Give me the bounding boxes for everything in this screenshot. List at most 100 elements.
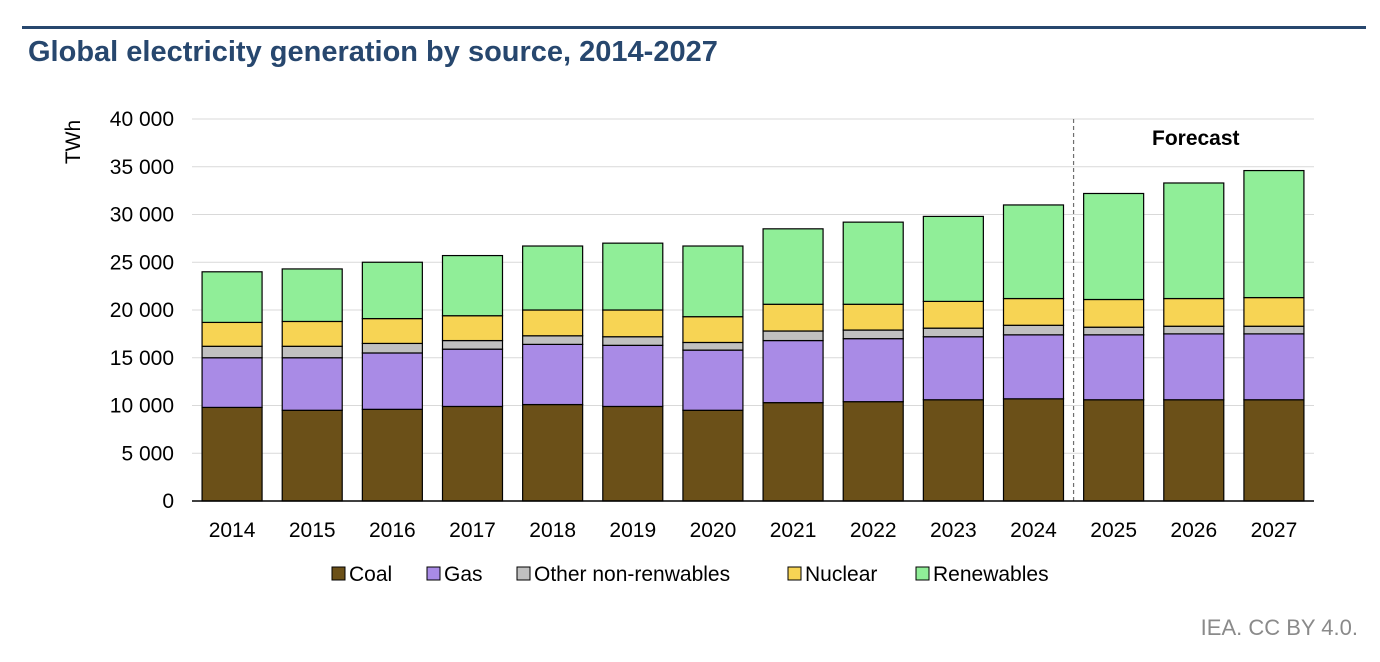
x-axis-ticks: 2014 2015 2016 2017 2018 2019 2020 2021 2022 2023… [209, 519, 1298, 542]
x-tick-label: 2022 [850, 519, 897, 542]
y-tick-label: 15 000 [110, 347, 174, 370]
bar-segment-gas [1163, 333, 1225, 401]
legend-swatch [331, 566, 346, 581]
bar-segment-nuclear [762, 303, 824, 332]
bar-segment-renewables [1083, 192, 1145, 301]
bar-segment-coal [441, 405, 504, 502]
bar-segment-other-non-renwables [1163, 325, 1225, 335]
bar-segment-coal [682, 409, 744, 502]
bar-segment-renewables [441, 254, 504, 317]
bar-segment-renewables [922, 215, 984, 303]
bar-segment-nuclear [1083, 298, 1145, 328]
bar-segment-gas [441, 348, 504, 408]
legend-swatch [787, 566, 802, 581]
legend-label: Renewables [933, 563, 1049, 586]
bar-segment-nuclear [201, 321, 263, 347]
bar-segment-other-non-renwables [602, 336, 664, 346]
bar-segment-renewables [281, 268, 343, 323]
bar-segment-nuclear [1243, 296, 1305, 327]
y-axis-ticks: 0 5 000 10 000 15 000 20 000 25 000 30 000 35 0… [110, 108, 174, 513]
legend-swatch [915, 566, 930, 581]
bar-segment-coal [762, 402, 824, 502]
bar-segment-nuclear [682, 316, 744, 344]
legend-swatch [516, 566, 531, 581]
bar-segment-renewables [762, 228, 824, 305]
y-tick-label: 20 000 [110, 299, 174, 322]
bar-segment-other-non-renwables [281, 345, 343, 359]
bar-segment-gas [762, 339, 824, 404]
x-tick-label: 2026 [1170, 519, 1217, 542]
x-tick-label: 2024 [1010, 519, 1057, 542]
x-tick-label: 2027 [1251, 519, 1298, 542]
x-tick-label: 2019 [609, 519, 656, 542]
x-tick-label: 2018 [529, 519, 576, 542]
legend-label: Other non-renwables [534, 563, 730, 586]
bar-segment-nuclear [281, 320, 343, 347]
bar-segment-coal [1243, 399, 1305, 502]
bar-segment-nuclear [1163, 297, 1225, 327]
y-tick-label: 40 000 [110, 108, 174, 131]
bar-segment-other-non-renwables [922, 327, 984, 338]
bar-segment-renewables [361, 261, 423, 320]
y-tick-label: 35 000 [110, 156, 174, 179]
legend-label: Coal [349, 563, 392, 586]
bar-segment-nuclear [842, 303, 904, 331]
bar-segment-other-non-renwables [201, 345, 263, 359]
legend-swatch [426, 566, 441, 581]
bar-segment-renewables [1002, 204, 1065, 300]
bar-segment-renewables [201, 271, 263, 324]
gridlines [192, 118, 1314, 454]
bar-segment-coal [1163, 399, 1225, 502]
bar-segment-coal [201, 406, 263, 502]
y-axis-label: TWh [62, 120, 85, 164]
bar-segment-nuclear [1002, 297, 1065, 326]
y-tick-label: 25 000 [110, 251, 174, 274]
x-tick-label: 2023 [930, 519, 977, 542]
bar-segment-coal [1002, 398, 1065, 502]
bar-segment-other-non-renwables [361, 342, 423, 354]
bar-segment-renewables [602, 242, 664, 311]
bar-segment-gas [842, 338, 904, 403]
bar-segment-renewables [522, 245, 584, 311]
bar-segment-renewables [682, 245, 744, 318]
bar-segment-gas [682, 349, 744, 411]
bar-segment-gas [281, 357, 343, 411]
bar-segment-nuclear [522, 309, 584, 337]
x-tick-label: 2014 [209, 519, 256, 542]
bar-segment-coal [361, 408, 423, 502]
bar-segment-coal [842, 401, 904, 502]
bar-segment-gas [201, 357, 263, 409]
x-tick-label: 2015 [289, 519, 336, 542]
bar-segment-coal [522, 403, 584, 502]
bar-segment-nuclear [361, 317, 423, 345]
bar-segment-gas [602, 344, 664, 408]
bar-segment-nuclear [922, 300, 984, 329]
bar-segment-gas [1243, 333, 1305, 401]
source-credit: IEA. CC BY 4.0. [1200, 615, 1358, 640]
x-tick-label: 2020 [690, 519, 737, 542]
bar-segment-other-non-renwables [1243, 325, 1305, 335]
x-tick-label: 2025 [1090, 519, 1137, 542]
y-tick-label: 5 000 [121, 442, 174, 465]
bars [201, 169, 1305, 502]
bar-segment-gas [361, 352, 423, 410]
bar-segment-nuclear [602, 309, 664, 338]
bar-segment-gas [522, 343, 584, 406]
legend-label: Gas [444, 563, 483, 586]
bar-segment-other-non-renwables [1083, 326, 1145, 336]
y-tick-label: 30 000 [110, 204, 174, 227]
bar-segment-renewables [1243, 169, 1305, 299]
bar-segment-other-non-renwables [522, 335, 584, 345]
y-tick-label: 0 [162, 490, 174, 513]
bar-segment-other-non-renwables [762, 330, 824, 342]
x-tick-label: 2021 [770, 519, 817, 542]
y-tick-label: 10 000 [110, 395, 174, 418]
x-tick-label: 2017 [449, 519, 496, 542]
title-rule [22, 26, 1366, 29]
chart-title: Global electricity generation by source,… [28, 36, 718, 68]
bar-segment-nuclear [441, 315, 504, 342]
bar-segment-coal [281, 409, 343, 502]
bar-segment-other-non-renwables [842, 329, 904, 340]
bar-segment-coal [602, 405, 664, 502]
